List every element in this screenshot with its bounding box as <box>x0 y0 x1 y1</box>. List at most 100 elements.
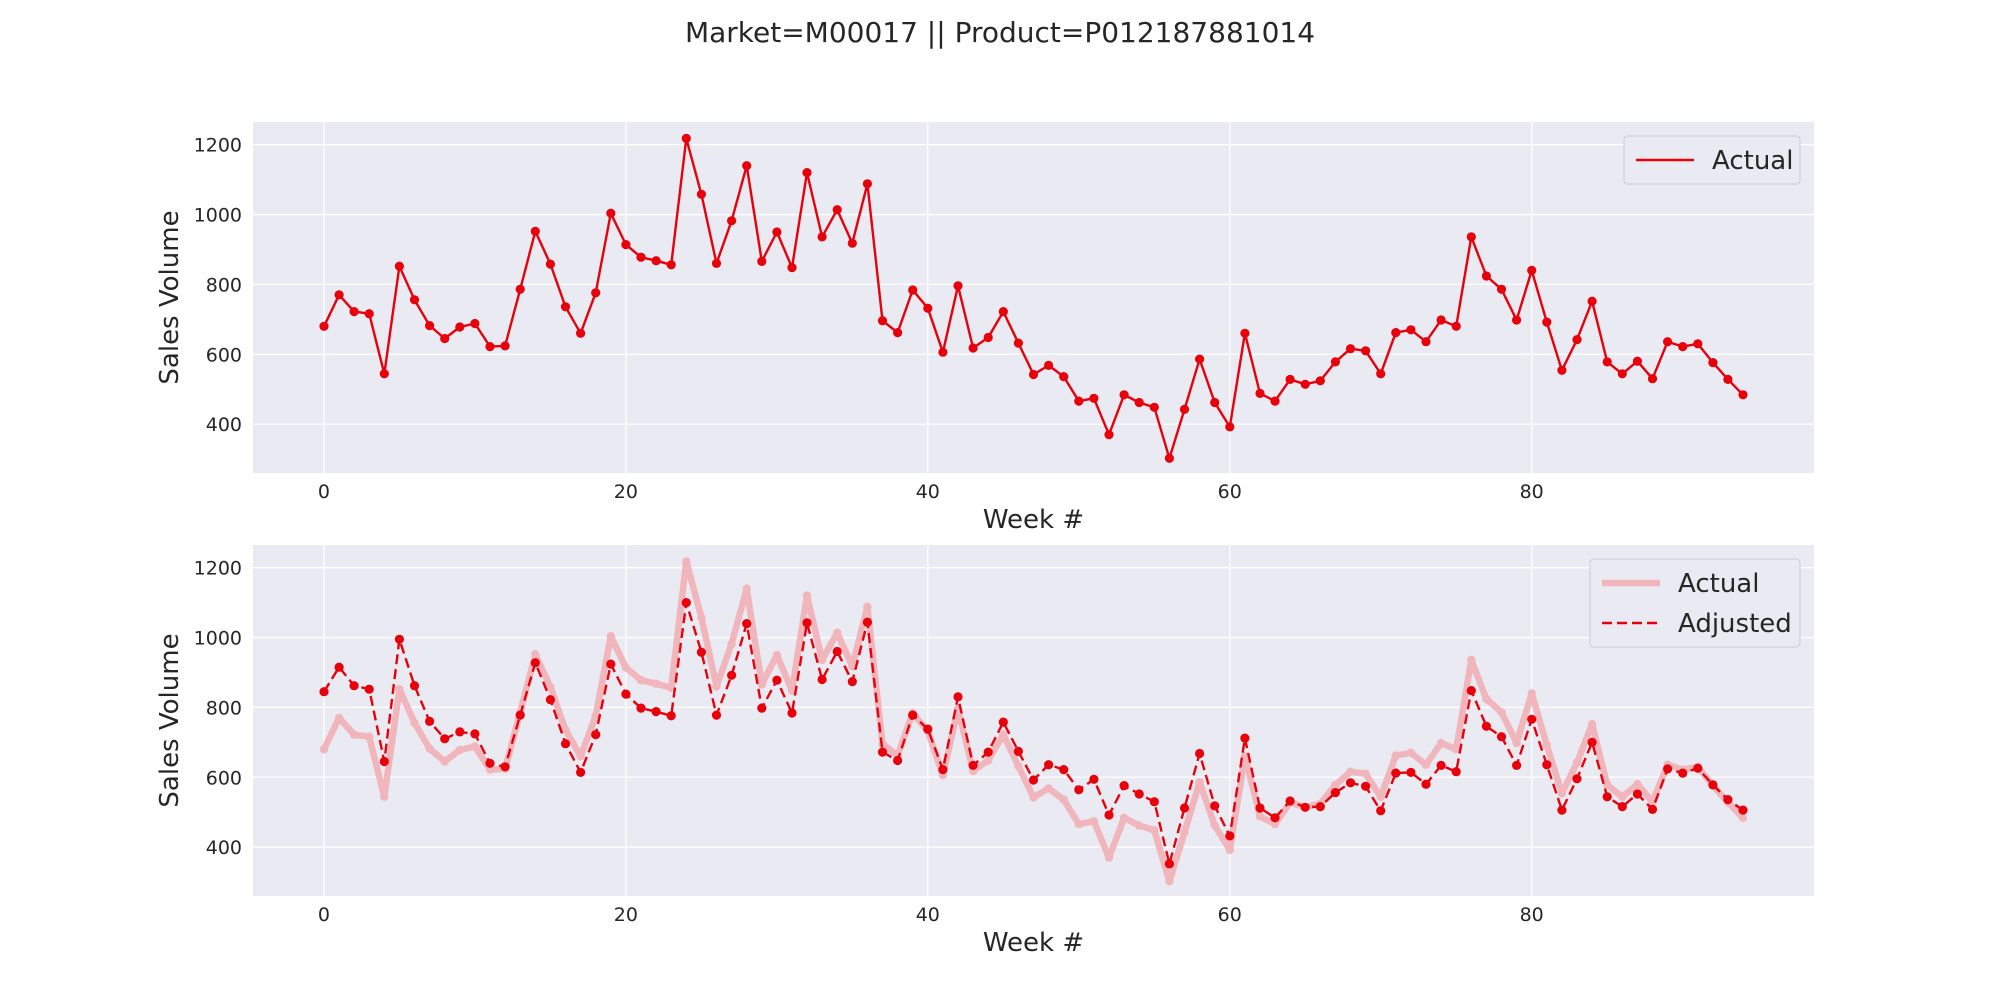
bottom-series-adjusted-point <box>681 598 691 608</box>
bottom-series-actual-point <box>1467 655 1476 665</box>
top-series-actual-point <box>1028 369 1039 380</box>
bottom-series <box>319 557 1748 886</box>
top-y-tick-label: 600 <box>206 344 242 366</box>
top-x-axis-label: Week # <box>983 505 1084 535</box>
bottom-series-adjusted-point <box>742 619 752 629</box>
bottom-series-adjusted-point <box>455 727 465 737</box>
bottom-series-adjusted-point <box>485 758 495 768</box>
top-y-tick-label: 1000 <box>194 205 242 227</box>
top-series-actual-point <box>968 343 978 353</box>
bottom-series-adjusted-point <box>1240 733 1250 743</box>
bottom-series-adjusted-point <box>576 767 586 778</box>
bottom-series-adjusted-point <box>998 717 1008 727</box>
top-series-actual-point <box>455 322 465 332</box>
bottom-series-actual-point <box>727 639 736 648</box>
top-series-actual-point <box>1723 374 1733 384</box>
top-series-actual-point <box>727 216 737 226</box>
bottom-series-actual-point <box>410 718 419 727</box>
bottom-series-actual-point <box>319 745 329 754</box>
bottom-series-actual-point <box>1391 751 1401 760</box>
top-series-actual-point <box>1210 397 1220 408</box>
bottom-series-adjusted-point <box>591 730 601 740</box>
top-series-actual-point <box>545 259 556 269</box>
bottom-series-adjusted-point <box>1270 813 1280 823</box>
bottom-series-actual-point <box>1738 813 1748 822</box>
bottom-series-actual-point <box>349 730 359 739</box>
bottom-series-adjusted-point <box>908 710 918 720</box>
top-y-axis-label: Sales Volume <box>155 210 185 384</box>
bottom-series-adjusted-point <box>1164 859 1174 869</box>
bottom-series-actual-point <box>440 757 449 766</box>
bottom-series-adjusted-point <box>1572 774 1582 784</box>
bottom-series-adjusted-point <box>1119 781 1129 791</box>
bottom-series-adjusted-point <box>1723 795 1733 805</box>
bottom-series-actual-point <box>576 752 585 761</box>
bottom-series-adjusted-point <box>1632 789 1642 799</box>
bottom-series-actual-point <box>1618 792 1627 801</box>
bottom-series-adjusted-point <box>787 708 797 718</box>
bottom-series-actual-point <box>999 730 1008 739</box>
bottom-series-adjusted-point <box>560 739 571 749</box>
bottom-series-actual-point <box>1497 708 1506 717</box>
bottom-series-adjusted-point <box>938 765 948 775</box>
bottom-x-tick-label: 0 <box>318 904 330 926</box>
bottom-series-actual-point <box>1527 689 1536 698</box>
top-series-actual-point <box>1255 388 1265 398</box>
bottom-series-adjusted-point <box>334 662 344 672</box>
bottom-series-actual-point <box>757 680 766 689</box>
bottom-series-actual-point <box>1225 845 1235 855</box>
top-series-actual-point <box>1496 284 1507 294</box>
top-series-actual-point <box>651 256 661 266</box>
top-series-actual-point <box>1044 360 1054 370</box>
top-series-actual-point <box>923 303 933 313</box>
bottom-series-actual-point <box>651 679 661 688</box>
top-series-actual-point <box>1542 317 1552 327</box>
bottom-y-tick-label: 800 <box>206 697 242 719</box>
top-series-actual-point <box>1315 376 1325 386</box>
bottom-series-adjusted-point <box>1104 810 1114 820</box>
top-series-actual-point <box>862 179 873 189</box>
bottom-x-tick-label: 40 <box>916 904 940 926</box>
bottom-series-actual-point <box>485 765 495 774</box>
bottom-series-adjusted-point <box>470 729 480 739</box>
bottom-series-actual-point <box>817 655 827 665</box>
bottom-series-adjusted-point <box>651 707 661 717</box>
top-series-actual-point <box>1738 390 1748 400</box>
bottom-series-adjusted-point <box>923 724 933 734</box>
bottom-series-adjusted-point <box>1149 797 1159 807</box>
bottom-series-adjusted-point <box>696 647 707 657</box>
bottom-series-actual-point <box>1376 792 1385 801</box>
top-series-actual-point <box>1119 390 1129 400</box>
bottom-series-adjusted-point <box>817 674 827 685</box>
bottom-series-actual-point <box>802 591 812 600</box>
bottom-series-actual-point <box>984 756 993 765</box>
bottom-series-adjusted-point <box>1421 779 1431 789</box>
bottom-legend-adjusted-label: Adjusted <box>1678 609 1792 639</box>
top-series-actual-point <box>394 261 404 271</box>
top-plot-background <box>253 122 1814 473</box>
top-series-actual-point <box>983 332 993 343</box>
top-series-actual-point <box>560 302 571 312</box>
top-series-actual-point <box>1421 337 1431 347</box>
top-series-actual-point <box>877 316 888 326</box>
bottom-series-adjusted-point <box>1300 802 1310 812</box>
top-series-actual-point <box>636 252 646 262</box>
bottom-series-adjusted-point <box>983 747 993 757</box>
bottom-series-adjusted-point <box>1678 768 1688 778</box>
top-series-actual-point <box>1436 315 1446 325</box>
bottom-series-actual-point <box>787 686 797 695</box>
top-series-actual-point <box>832 205 842 215</box>
bottom-series-adjusted-point <box>1663 764 1673 774</box>
top-series-actual-point <box>1361 346 1371 356</box>
bottom-series-adjusted-point <box>1013 746 1024 757</box>
bottom-legend: Actual Adjusted <box>1589 558 1801 648</box>
bottom-series-actual-point <box>621 663 631 672</box>
bottom-series-actual-point <box>1044 784 1053 793</box>
bottom-series-adjusted-point <box>1330 788 1340 798</box>
top-series-actual-point <box>953 281 963 291</box>
bottom-series-actual-point <box>1346 767 1355 776</box>
top-series-actual-point <box>409 295 420 305</box>
bottom-series-adjusted-point <box>1436 760 1446 771</box>
bottom-series-adjusted-point <box>1738 805 1748 815</box>
bottom-series-actual-point <box>1089 817 1099 826</box>
